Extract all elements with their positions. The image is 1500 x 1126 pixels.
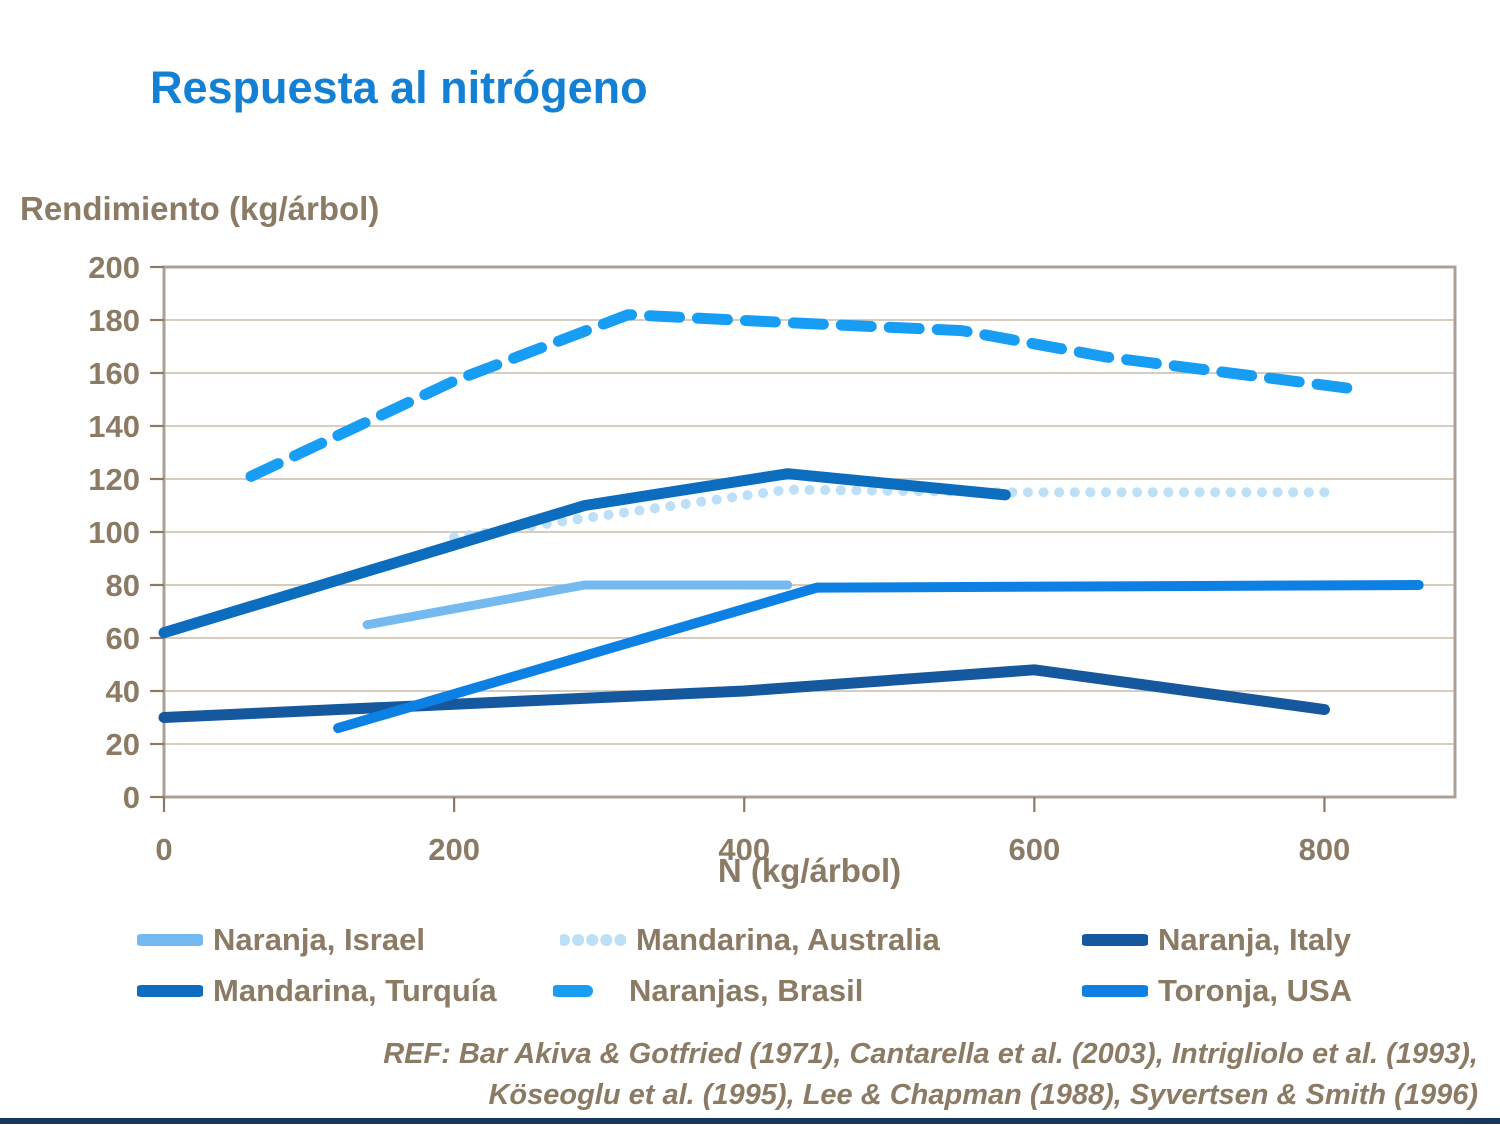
x-tick-label: 200 <box>428 832 480 867</box>
y-tick-label: 180 <box>88 303 140 338</box>
series-line-toronja-usa <box>333 580 1424 734</box>
x-tick-label: 0 <box>155 832 172 867</box>
legend-label: Naranja, Israel <box>213 922 425 957</box>
y-tick-label: 200 <box>88 250 140 285</box>
legend-swatch-icon <box>137 934 203 946</box>
legend-label: Naranjas, Brasil <box>629 973 864 1008</box>
series-line-naranjas-brasil <box>245 309 1359 482</box>
y-axis-title: Rendimiento (kg/árbol) <box>20 190 380 227</box>
line-chart: 0 20 40 60 80 100 120 140 160 180 200 0 200 400 600 800 <box>88 250 1457 867</box>
legend-swatch-icon <box>1082 985 1148 997</box>
reference-line: REF: Bar Akiva & Gotfried (1971), Cantar… <box>383 1038 1478 1070</box>
x-axis-title: N (kg/árbol) <box>717 852 902 889</box>
y-tick-label: 20 <box>106 727 140 762</box>
legend-item: Mandarina, Turquía <box>137 971 497 1011</box>
legend-label: Toronja, USA <box>1158 973 1353 1008</box>
legend-swatch-icon <box>137 985 203 997</box>
y-tick-label: 160 <box>88 356 140 391</box>
y-tick-label: 140 <box>88 409 140 444</box>
bottom-accent-bar <box>0 1118 1500 1124</box>
y-tick-label: 120 <box>88 462 140 497</box>
y-tick-label: 100 <box>88 515 140 550</box>
y-tick-label: 0 <box>123 780 140 815</box>
series-line-mandarina-australia <box>449 484 1330 543</box>
legend-item: Naranja, Italy <box>1082 920 1351 960</box>
y-tick-label: 60 <box>106 621 140 656</box>
series-line-naranja-israel <box>362 580 793 630</box>
x-tick-label: 800 <box>1299 832 1351 867</box>
x-tick-label: 400 <box>718 832 770 867</box>
page-title: Respuesta al nitrógeno <box>150 62 648 113</box>
legend-label: Mandarina, Turquía <box>213 973 497 1008</box>
series-line-naranja-italy <box>158 664 1330 723</box>
legend-item: Naranjas, Brasil <box>553 971 863 1011</box>
x-tick-label: 600 <box>1008 832 1060 867</box>
series-line-mandarina-turqu-a <box>158 468 1011 639</box>
legend-item: Naranja, Israel <box>137 920 425 960</box>
y-tick-label: 80 <box>106 568 140 603</box>
legend-swatch-icon <box>553 985 593 997</box>
legend-label: Naranja, Italy <box>1158 922 1351 957</box>
legend-item: Toronja, USA <box>1082 971 1352 1011</box>
legend-label: Mandarina, Australia <box>636 922 940 957</box>
references: REF: Bar Akiva & Gotfried (1971), Cantar… <box>383 1034 1478 1116</box>
legend-swatch-icon <box>560 934 626 946</box>
legend-item: Mandarina, Australia <box>560 920 940 960</box>
y-tick-label: 40 <box>106 674 140 709</box>
legend-swatch-icon <box>1082 934 1148 946</box>
reference-line: Köseoglu et al. (1995), Lee & Chapman (1… <box>488 1079 1478 1111</box>
